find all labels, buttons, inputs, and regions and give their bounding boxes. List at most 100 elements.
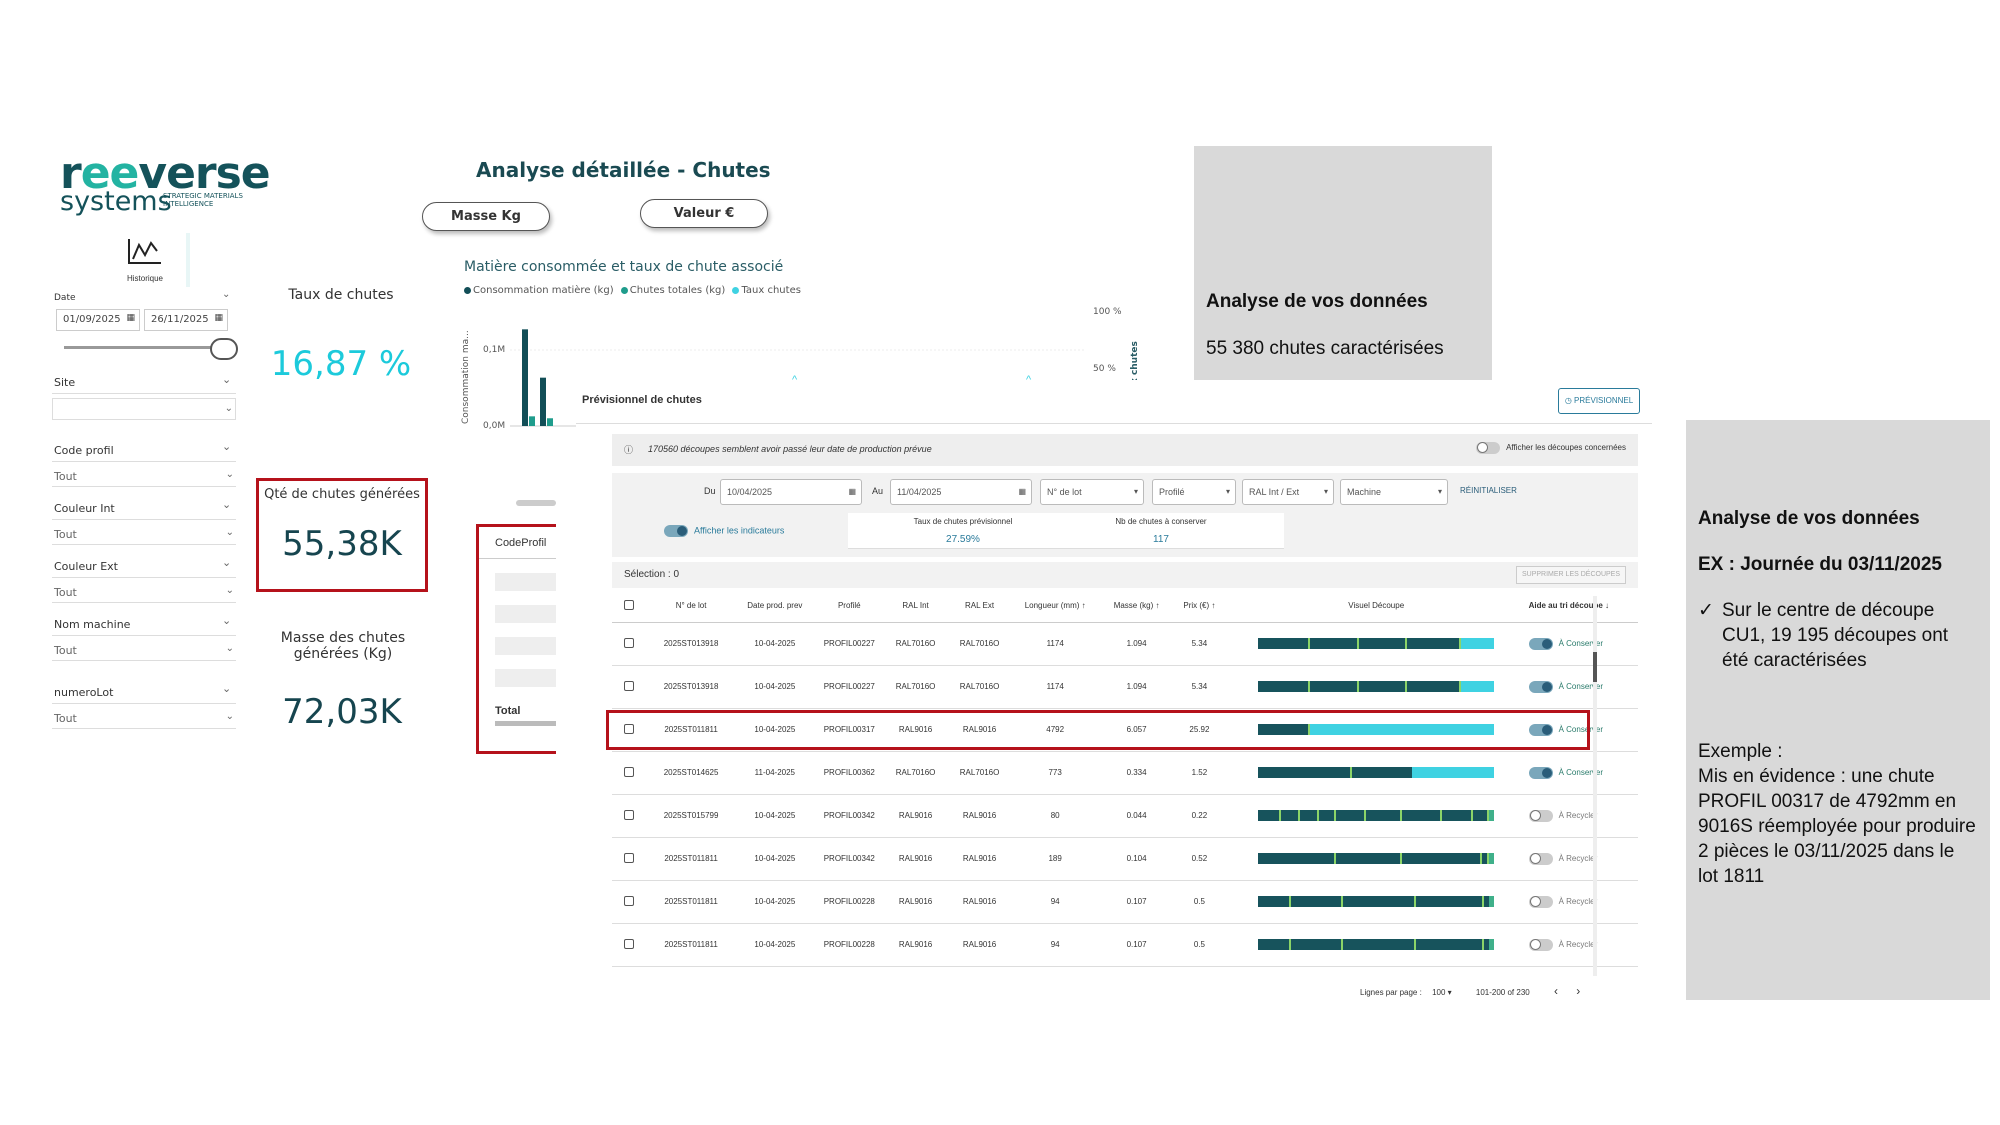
cell-price: 0.5 [1174, 880, 1224, 924]
rows-per-page-select[interactable]: 100 ▾ [1432, 988, 1452, 997]
lot-select[interactable]: N° de lot ▾ [1040, 479, 1144, 505]
divider [52, 393, 236, 394]
table-row[interactable]: 2025ST013918 10-04-2025 PROFIL00227 RAL7016… [612, 622, 1638, 666]
table-row[interactable]: 2025ST011811 10-04-2025 PROFIL00342 RAL9016… [612, 837, 1638, 881]
row-checkbox[interactable] [624, 938, 635, 949]
toggle-switch[interactable] [1476, 442, 1501, 454]
cell-date: 10-04-2025 [735, 880, 815, 924]
col-decision[interactable]: Aide au tri découpe ↓ [1528, 590, 1638, 623]
decision-toggle[interactable] [1528, 938, 1553, 951]
decision-toggle[interactable] [1528, 895, 1553, 908]
select-all-checkbox[interactable] [624, 599, 635, 610]
indicators-toggle[interactable]: Afficher les indicateurs [664, 525, 784, 537]
chevron-down-icon[interactable]: ⌄ [222, 683, 232, 695]
table-row[interactable]: 2025ST015799 10-04-2025 PROFIL00342 RAL9016… [612, 794, 1638, 838]
decision-toggle[interactable] [1528, 766, 1553, 779]
table-row[interactable]: 2025ST011811 10-04-2025 PROFIL00228 RAL9016… [612, 880, 1638, 924]
date-to-input[interactable]: 26/11/2025 ▦ [144, 309, 228, 331]
nb-conserver-label: Nb de chutes à conserver [1115, 517, 1207, 526]
chevron-down-icon[interactable]: ⌄ [222, 615, 232, 627]
date-from-input[interactable]: 01/09/2025 ▦ [56, 309, 140, 331]
cut-tick [1298, 810, 1301, 821]
profile-select[interactable]: Profilé ▾ [1152, 479, 1236, 505]
cell-profile: PROFIL00362 [814, 751, 885, 795]
reset-button[interactable]: RÉINITIALISER [1460, 486, 1517, 495]
table-row[interactable]: 2025ST013918 10-04-2025 PROFIL00227 RAL7016… [612, 665, 1638, 709]
du-date-input[interactable]: 10/04/2025 ▦ [720, 479, 862, 505]
couleur-ext-select[interactable]: Tout ⌄ [52, 581, 236, 603]
ral-select[interactable]: RAL Int / Ext ▾ [1242, 479, 1334, 505]
row-checkbox[interactable] [624, 766, 635, 777]
kpi-taux-title: Taux de chutes [288, 287, 394, 303]
cut-waste-segment [1489, 939, 1495, 950]
col-ral-int[interactable]: RAL Int [884, 590, 947, 623]
cell-visual [1223, 923, 1529, 967]
decision-toggle[interactable] [1528, 809, 1553, 822]
table-row[interactable]: 2025ST011811 10-04-2025 PROFIL00228 RAL9016… [612, 923, 1638, 967]
nom-machine-select[interactable]: Tout ⌄ [52, 639, 236, 661]
decision-toggle[interactable] [1528, 723, 1553, 736]
cell-profile: PROFIL00228 [814, 880, 885, 924]
col-profile[interactable]: Profilé [814, 590, 885, 623]
cell-lot: 2025ST011811 [646, 708, 736, 752]
row-checkbox[interactable] [624, 895, 635, 906]
cell-ral-int: RAL9016 [884, 837, 947, 881]
previsionnel-button[interactable]: ◷ PRÉVISIONNEL [1558, 388, 1640, 414]
info-top-text: 55 380 chutes caractérisées [1206, 338, 1444, 359]
caret-down-icon: ▾ [1225, 487, 1230, 496]
chevron-down-icon[interactable]: ⌄ [222, 499, 232, 511]
toggle-switch[interactable] [664, 525, 688, 537]
table-scrollbar[interactable] [1593, 596, 1597, 976]
notice-toggle[interactable]: Afficher les découpes concernées [1476, 442, 1626, 454]
decision-toggle[interactable] [1528, 680, 1553, 693]
machine-select[interactable]: Machine ▾ [1340, 479, 1448, 505]
table-row[interactable]: 2025ST011811 10-04-2025 PROFIL00317 RAL9016… [612, 708, 1638, 752]
row-checkbox[interactable] [624, 637, 635, 648]
kpi-masse-value: 72,03K [282, 692, 402, 732]
date-slider-track[interactable] [64, 346, 226, 349]
couleur-int-select[interactable]: Tout ⌄ [52, 523, 236, 545]
col-mass[interactable]: Masse (kg) ↑ [1098, 590, 1175, 623]
date-slider-handle[interactable] [210, 338, 238, 360]
cell-ral-ext: RAL9016 [946, 923, 1013, 967]
row-checkbox[interactable] [624, 723, 635, 734]
col-length[interactable]: Longueur (mm) ↑ [1012, 590, 1099, 623]
decision-toggle[interactable] [1528, 852, 1553, 865]
cell-visual [1223, 708, 1529, 752]
chevron-down-icon[interactable]: ⌄ [222, 557, 232, 569]
prev-page-button[interactable]: ‹ [1553, 984, 1558, 998]
col-lot[interactable]: N° de lot [646, 590, 736, 623]
chevron-down-icon[interactable]: ⌄ [222, 441, 232, 453]
table-row[interactable]: 2025ST014625 11-04-2025 PROFIL00362 RAL7016… [612, 751, 1638, 795]
col-price[interactable]: Prix (€) ↑ [1174, 590, 1224, 623]
col-date[interactable]: Date prod. prev [735, 590, 815, 623]
date-label: Date [54, 293, 76, 303]
next-page-button[interactable]: › [1576, 984, 1581, 998]
delete-cuts-button[interactable]: SUPPRIMER LES DÉCOUPES [1516, 566, 1626, 584]
code-profil-select[interactable]: Tout ⌄ [52, 465, 236, 487]
legend-chutes: Chutes totales (kg) [629, 285, 726, 296]
row-checkbox[interactable] [624, 809, 635, 820]
chart-scrollbar[interactable] [516, 500, 556, 506]
scrollbar-thumb[interactable] [1593, 652, 1597, 682]
chevron-down-icon[interactable]: ⌄ [222, 374, 232, 386]
row-checkbox[interactable] [624, 852, 635, 863]
decision-label: À Conserver [1558, 725, 1604, 734]
numero-lot-select[interactable]: Tout ⌄ [52, 707, 236, 729]
cut-tick [1357, 638, 1360, 649]
cut-tick [1404, 681, 1407, 692]
au-date-input[interactable]: 11/04/2025 ▦ [890, 479, 1032, 505]
valeur-euro-button[interactable]: Valeur € [640, 199, 768, 228]
info-right-example-title: Exemple : [1698, 741, 1783, 762]
decision-toggle[interactable] [1528, 637, 1553, 650]
table-scrollbar[interactable] [495, 721, 556, 726]
row-checkbox[interactable] [624, 680, 635, 691]
col-ral-ext[interactable]: RAL Ext [946, 590, 1013, 623]
site-select[interactable]: ⌄ [52, 398, 236, 420]
historique-button[interactable]: Historique [104, 233, 190, 287]
chevron-down-icon[interactable]: ⌄ [222, 289, 231, 300]
masse-kg-button[interactable]: Masse Kg [422, 202, 550, 231]
cell-ral-ext: RAL9016 [946, 708, 1013, 752]
cut-tick [1399, 853, 1402, 864]
cell-length: 1174 [1012, 622, 1099, 666]
